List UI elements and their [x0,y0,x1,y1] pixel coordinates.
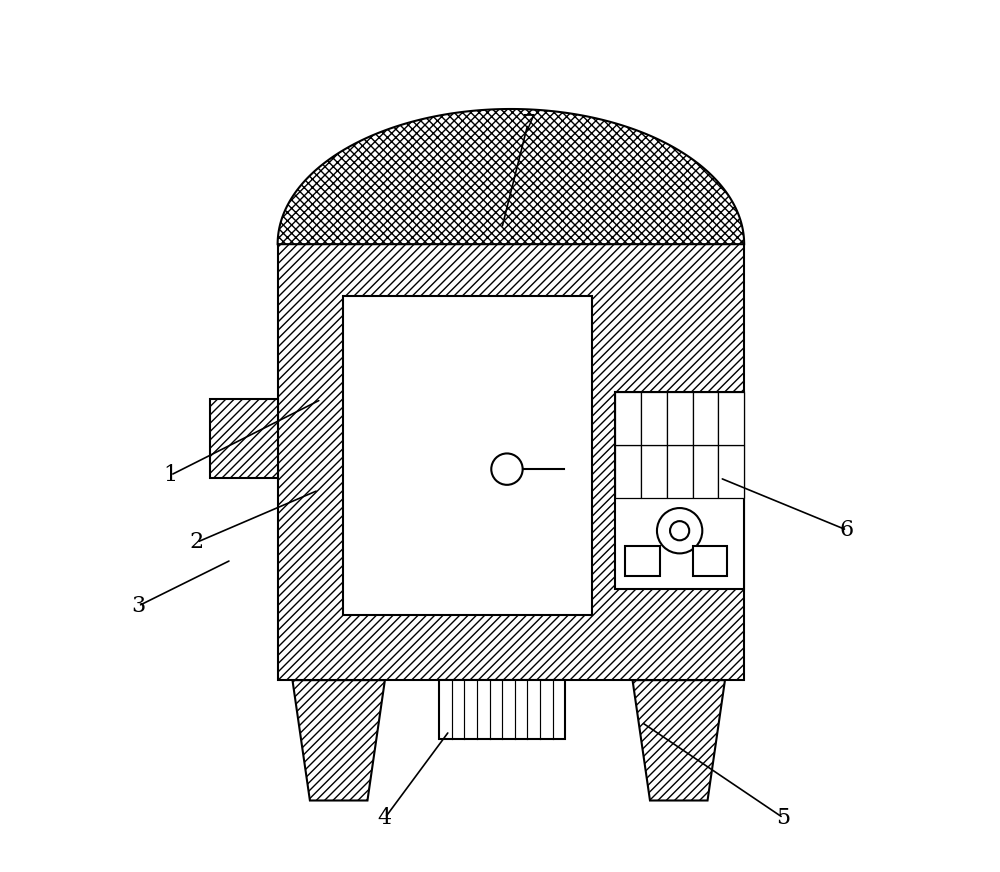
Bar [641,446,667,499]
Text: 4: 4 [378,807,392,829]
Text: 6: 6 [840,519,854,542]
Circle shape [491,453,523,485]
Bar [667,446,693,499]
Bar [693,547,727,576]
Circle shape [670,521,689,541]
Circle shape [657,508,702,554]
Bar [278,244,744,680]
Text: 5: 5 [776,807,790,829]
Bar [693,392,718,446]
Bar [439,680,565,739]
Bar [278,244,744,680]
Bar [615,392,641,446]
Bar [718,392,744,446]
Bar [343,296,592,615]
Text: 3: 3 [131,595,145,617]
Bar [693,446,718,499]
Bar [641,392,667,446]
Text: 7: 7 [521,112,535,135]
Polygon shape [292,680,385,800]
Text: 1: 1 [163,464,177,487]
Polygon shape [278,109,744,244]
Polygon shape [633,680,725,800]
Bar [615,392,744,589]
Text: 2: 2 [189,531,204,554]
Bar [615,446,641,499]
Bar [718,446,744,499]
Bar [210,399,278,478]
Bar [667,392,693,446]
Bar [210,399,278,478]
Bar [625,547,660,576]
